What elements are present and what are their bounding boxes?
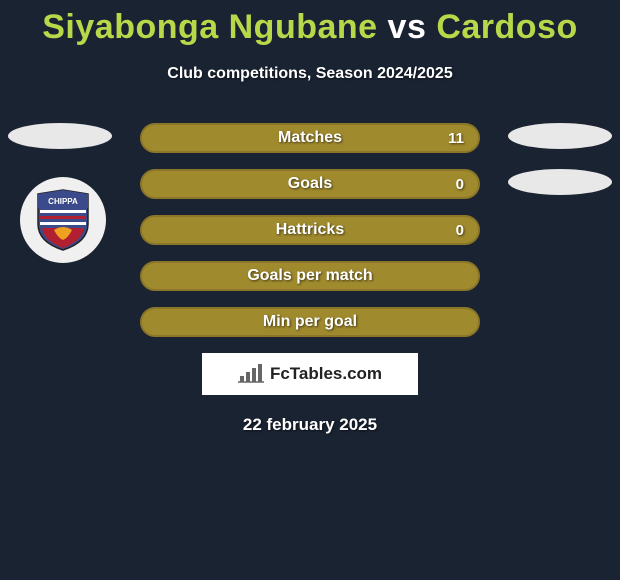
subtitle: Club competitions, Season 2024/2025 [0,65,620,83]
comparison-title: Siyabonga Ngubane vs Cardoso [0,0,620,47]
stat-value-right: 0 [456,222,464,239]
stat-row-goals: Goals 0 [0,169,620,199]
stats-area: CHIPPA Matches 11 Goals 0 Hattricks 0 [0,123,620,435]
date-text: 22 february 2025 [0,415,620,435]
stat-bar: Goals per match [140,261,480,291]
player1-name: Siyabonga Ngubane [42,8,377,46]
vs-text: vs [388,8,427,46]
stat-bar: Matches 11 [140,123,480,153]
watermark-inner: FcTables.com [238,364,382,384]
stat-label: Goals [288,175,332,193]
stat-label: Hattricks [276,221,344,239]
stat-row-hattricks: Hattricks 0 [0,215,620,245]
watermark-text: FcTables.com [270,364,382,384]
stat-bar: Hattricks 0 [140,215,480,245]
stat-label: Goals per match [247,267,372,285]
stat-row-min-per-goal: Min per goal [0,307,620,337]
stat-value-right: 11 [448,130,464,147]
stat-label: Matches [278,129,342,147]
stat-value-right: 0 [456,176,464,193]
watermark: FcTables.com [202,353,418,395]
bar-chart-icon [238,364,266,384]
stat-row-matches: Matches 11 [0,123,620,153]
player2-name: Cardoso [436,8,577,46]
stat-row-goals-per-match: Goals per match [0,261,620,291]
stat-bar: Goals 0 [140,169,480,199]
stat-label: Min per goal [263,313,357,331]
stat-bar: Min per goal [140,307,480,337]
